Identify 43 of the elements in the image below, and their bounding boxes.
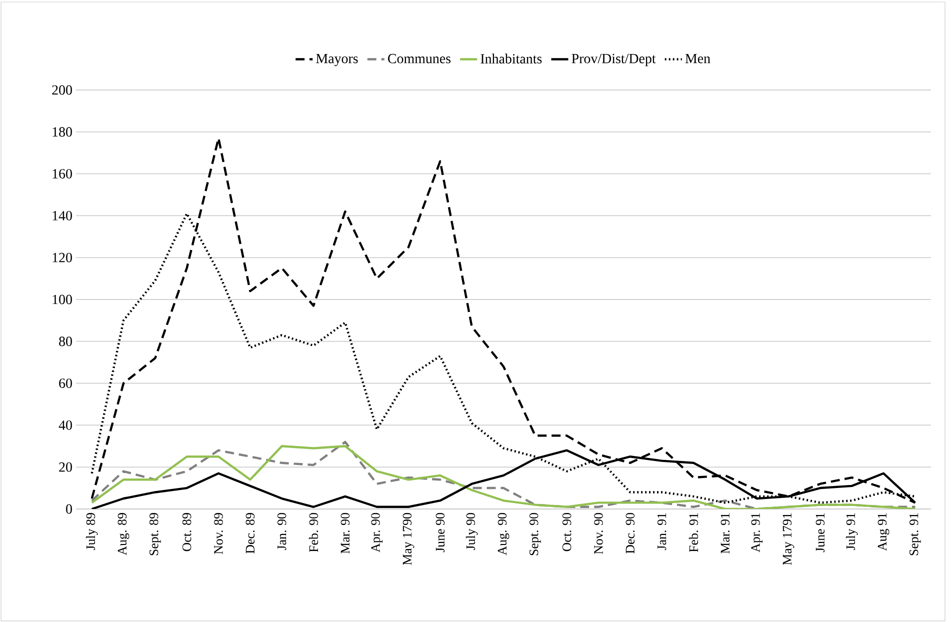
x-tick-label: Jan. 90 <box>277 513 286 550</box>
x-tick-label: Feb. 90 <box>308 513 318 552</box>
legend-label: Communes <box>388 54 451 64</box>
x-tick-label: Mar. 91 <box>720 513 730 554</box>
x-tick-label: Aug. 89 <box>118 513 130 556</box>
x-tick-label: Jan. 91 <box>657 513 666 550</box>
x-tick-label: July 89 <box>86 513 98 550</box>
y-tick-label: 60 <box>59 378 72 388</box>
x-tick-label: June 91 <box>816 513 825 552</box>
x-tick-label: May 1790 <box>402 513 414 566</box>
x-tick-label: Feb. 91 <box>688 513 698 552</box>
x-tick-label: Sept. 89 <box>149 513 161 556</box>
y-tick-label: 140 <box>52 210 72 220</box>
y-tick-label: 40 <box>58 420 72 430</box>
legend-label: Inhabitants <box>480 54 542 64</box>
x-tick-label: May 1791 <box>782 513 794 566</box>
x-tick-label: Apr. 90 <box>371 513 383 552</box>
x-tick-label: Oct. 89 <box>182 513 192 552</box>
y-tick-label: 20 <box>59 462 72 472</box>
x-tick-label: July 91 <box>846 513 858 550</box>
legend-label: Prov/Dist/Dept <box>572 54 656 66</box>
x-tick-label: Nov. 89 <box>214 513 223 554</box>
x-tick-label: Aug 91 <box>878 513 890 551</box>
x-tick-label: June 90 <box>436 513 445 552</box>
y-tick-label: 80 <box>59 336 72 346</box>
x-tick-label: Apr. 91 <box>751 513 762 552</box>
legend-label: Mayors <box>316 54 358 66</box>
x-tick-label: Sept. 90 <box>529 513 541 556</box>
x-tick-label: July 90 <box>466 513 478 550</box>
x-tick-label: Aug. 90 <box>498 513 510 556</box>
y-tick-label: 100 <box>52 294 72 304</box>
legend-label: Men <box>685 54 710 64</box>
x-tick-label: Sept. 91 <box>910 513 921 556</box>
x-tick-label: Nov. 90 <box>594 513 603 554</box>
x-tick-label: Mar. 90 <box>340 513 350 554</box>
y-tick-label: 180 <box>52 127 72 137</box>
x-tick-label: Oct. 90 <box>562 513 572 552</box>
y-tick-label: 200 <box>52 85 72 95</box>
y-tick-label: 0 <box>66 504 72 514</box>
x-tick-label: Dec. 89 <box>246 513 255 554</box>
y-tick-label: 120 <box>52 252 72 262</box>
x-tick-label: Dec. 90 <box>626 513 635 554</box>
y-tick-label: 160 <box>52 169 72 178</box>
